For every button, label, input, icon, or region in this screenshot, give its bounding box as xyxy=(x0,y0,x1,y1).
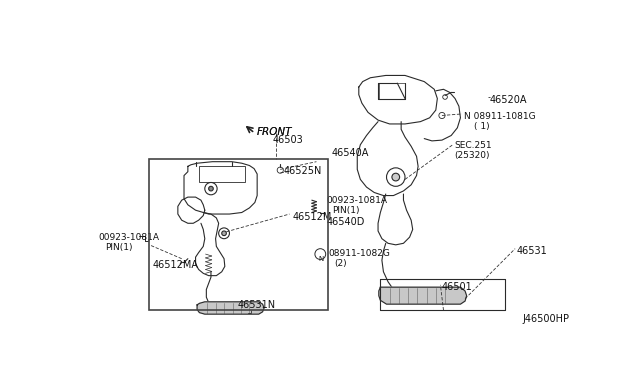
Text: 46525N: 46525N xyxy=(284,166,322,176)
Text: 46501: 46501 xyxy=(442,282,473,292)
Text: 46520A: 46520A xyxy=(490,95,527,105)
Text: J46500HP: J46500HP xyxy=(522,314,569,324)
Circle shape xyxy=(392,173,399,181)
Text: 46512M: 46512M xyxy=(292,212,332,222)
Text: 46503: 46503 xyxy=(273,135,303,145)
Text: 46531N: 46531N xyxy=(237,300,275,310)
Circle shape xyxy=(221,231,227,235)
Text: (25320): (25320) xyxy=(454,151,490,160)
Text: N: N xyxy=(318,256,323,262)
Text: 46540D: 46540D xyxy=(326,217,365,227)
Text: 46540A: 46540A xyxy=(332,148,369,158)
Text: N 08911-1081G: N 08911-1081G xyxy=(463,112,535,121)
Bar xyxy=(149,158,328,310)
Text: FRONT: FRONT xyxy=(257,127,292,137)
Text: 00923-1081A: 00923-1081A xyxy=(99,232,159,241)
Circle shape xyxy=(209,186,213,191)
Text: SEC.251: SEC.251 xyxy=(454,141,492,150)
Text: 46512MA: 46512MA xyxy=(152,260,198,270)
Text: PIN(1): PIN(1) xyxy=(105,243,132,251)
Text: 46531: 46531 xyxy=(516,246,547,256)
Text: 08911-1082G: 08911-1082G xyxy=(328,249,390,258)
Text: FRONT: FRONT xyxy=(257,127,292,137)
Bar xyxy=(379,83,405,99)
Text: 00923-1081A: 00923-1081A xyxy=(326,196,387,205)
Text: (2): (2) xyxy=(334,259,347,268)
Bar xyxy=(198,166,245,182)
Text: PIN(1): PIN(1) xyxy=(333,206,360,215)
Text: ( 1): ( 1) xyxy=(474,122,490,131)
Polygon shape xyxy=(197,302,264,314)
Polygon shape xyxy=(379,287,467,304)
